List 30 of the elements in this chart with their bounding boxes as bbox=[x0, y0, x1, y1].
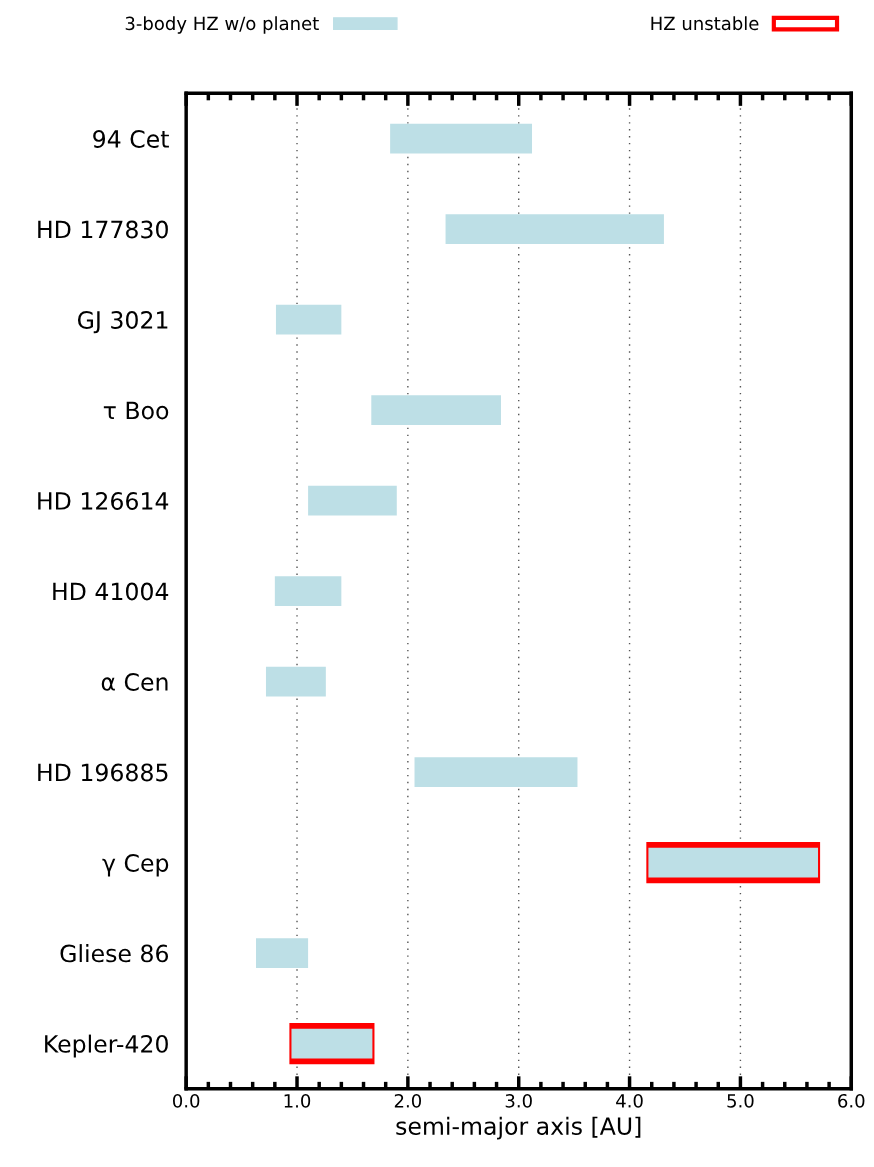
x-axis-title: semi-major axis [AU] bbox=[396, 1116, 641, 1140]
y-tick-label: α Cen bbox=[101, 673, 168, 691]
x-tick-label: 3.0 bbox=[505, 1093, 532, 1108]
legend-label: HZ unstable bbox=[651, 16, 759, 31]
legend-label: 3-body HZ w/o planet bbox=[125, 16, 319, 34]
y-tick-label: GJ 3021 bbox=[77, 311, 168, 334]
bar bbox=[274, 576, 342, 607]
bar bbox=[308, 485, 397, 516]
y-tick-label: γ Cep bbox=[102, 854, 169, 877]
x-tick-label: 5.0 bbox=[727, 1093, 754, 1108]
y-tick-label: Gliese 86 bbox=[60, 944, 169, 963]
y-tick-label: HD 196885 bbox=[38, 763, 168, 782]
x-tick-label: 0.0 bbox=[173, 1093, 200, 1108]
x-tick-label: 2.0 bbox=[394, 1093, 422, 1108]
y-tick-label: Kepler-420 bbox=[45, 1034, 168, 1058]
y-tick-label: HD 126614 bbox=[38, 492, 169, 510]
bar bbox=[445, 214, 664, 245]
x-tick-label: 4.0 bbox=[616, 1093, 643, 1108]
y-tick-label: HD 41004 bbox=[53, 582, 169, 601]
x-tick-label: 6.0 bbox=[838, 1093, 865, 1108]
y-tick-label: HD 177830 bbox=[38, 220, 168, 239]
bar bbox=[256, 938, 309, 968]
bar bbox=[371, 395, 501, 426]
y-tick-label: 94 Cet bbox=[93, 130, 169, 148]
y-tick-label: τ Boo bbox=[103, 401, 169, 420]
bar bbox=[414, 757, 578, 788]
bar bbox=[265, 666, 326, 697]
x-tick-label: 1.0 bbox=[284, 1093, 311, 1108]
bar bbox=[275, 304, 342, 335]
bar bbox=[390, 123, 533, 154]
